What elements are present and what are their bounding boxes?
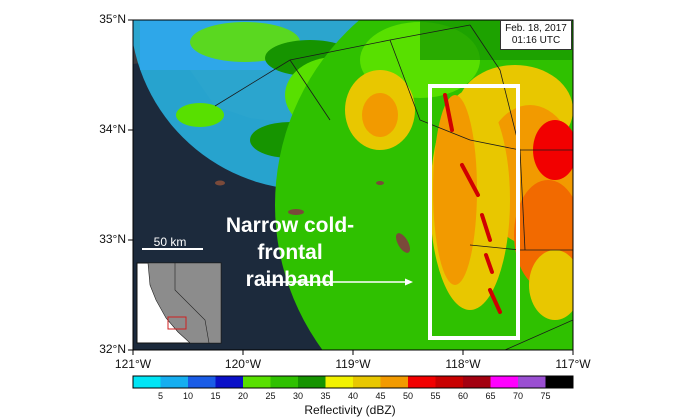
longitude-label-120w: 120°W xyxy=(224,357,262,371)
timestamp-time: 01:16 UTC xyxy=(511,35,561,46)
colorbar-swatch xyxy=(490,376,519,388)
latitude-label-34n: 34°N xyxy=(99,122,126,136)
colorbar-swatch xyxy=(380,376,409,388)
colorbar-tick-label: 65 xyxy=(485,391,496,401)
colorbar-tick-label: 60 xyxy=(457,391,468,401)
colorbar-tick-label: 15 xyxy=(210,391,221,401)
longitude-label-121w: 121°W xyxy=(114,357,152,371)
colorbar-title: Reflectivity (dBZ) xyxy=(304,403,396,417)
colorbar-tick-label: 40 xyxy=(347,391,358,401)
colorbar-tick-label: 5 xyxy=(157,391,163,401)
latitude-label-32n: 32°N xyxy=(99,342,126,356)
colorbar-tick-label: 35 xyxy=(320,391,331,401)
latitude-label-33n: 33°N xyxy=(99,232,126,246)
colorbar-frame xyxy=(132,375,574,389)
timestamp-date: Feb. 18, 2017 xyxy=(505,23,567,34)
colorbar-tick-label: 45 xyxy=(375,391,386,401)
timestamp-box: Feb. 18, 2017 01:16 UTC xyxy=(500,20,572,50)
colorbar-tick-label: 75 xyxy=(540,391,551,401)
colorbar-swatch xyxy=(133,376,161,388)
colorbar-swatch xyxy=(518,376,546,388)
colorbar-tick-label: 20 xyxy=(237,391,248,401)
colorbar-tick-label: 30 xyxy=(292,391,303,401)
rainband-arrow xyxy=(265,278,413,286)
colorbar-swatch xyxy=(545,376,574,388)
channel-islands xyxy=(215,180,410,253)
rainband-cores xyxy=(443,93,502,314)
colorbar-swatch xyxy=(408,376,436,388)
colorbar-tick-label: 10 xyxy=(182,391,193,401)
inset-locator-map xyxy=(136,262,222,344)
axis-ticks xyxy=(128,19,574,355)
colorbar-swatch xyxy=(160,376,189,388)
colorbar-swatch xyxy=(243,376,271,388)
latitude-label-35n: 35°N xyxy=(99,12,126,26)
colorbar-swatch xyxy=(188,376,216,388)
rainband-annotation: Narrow cold-frontal rainband xyxy=(205,212,375,293)
eastern-radar-echo xyxy=(275,20,573,350)
colorbar-swatch xyxy=(353,376,381,388)
rainband-annotation-line1: Narrow cold-frontal xyxy=(225,214,355,264)
colorbar-swatch xyxy=(325,376,354,388)
inset-extent-box xyxy=(167,316,187,330)
longitude-label-118w: 118°W xyxy=(445,357,481,371)
colorbar xyxy=(133,376,574,388)
colorbar-swatch xyxy=(463,376,491,388)
scale-bar-label: 50 km xyxy=(153,235,187,249)
colorbar-tick-label: 70 xyxy=(512,391,523,401)
rainband-highlight-box xyxy=(428,84,520,340)
colorbar-tick-label: 50 xyxy=(402,391,413,401)
colorbar-swatch xyxy=(270,376,299,388)
colorbar-swatch xyxy=(298,376,326,388)
colorbar-swatch xyxy=(215,376,244,388)
colorbar-tick-label: 55 xyxy=(430,391,441,401)
rainband-annotation-line2: rainband xyxy=(245,268,335,291)
colorbar-tick-label: 25 xyxy=(265,391,276,401)
colorbar-swatch xyxy=(435,376,464,388)
longitude-label-117w: 117°W xyxy=(555,357,591,371)
longitude-label-119w: 119°W xyxy=(335,357,371,371)
